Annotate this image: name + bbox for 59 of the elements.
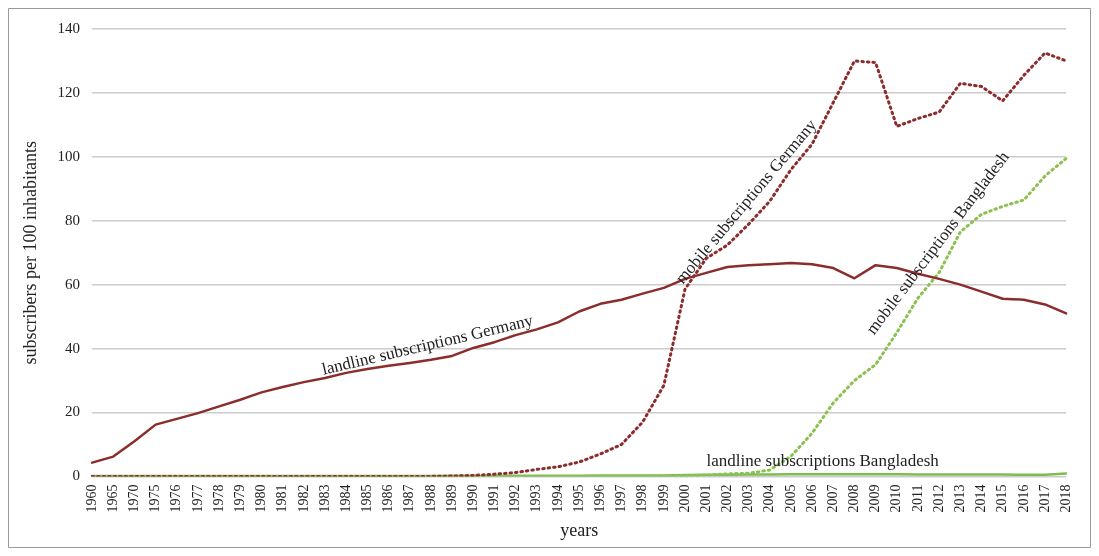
x-tick-label: 1988 <box>422 484 438 513</box>
x-tick-label: 2016 <box>1015 484 1031 513</box>
y-tick-label: 80 <box>65 211 81 228</box>
x-tick-label: 2011 <box>909 484 925 512</box>
x-tick-label: 2000 <box>676 484 692 513</box>
x-tick-label: 1993 <box>528 484 544 513</box>
x-tick-label: 1979 <box>232 484 247 513</box>
x-tick-label: 1997 <box>613 484 629 513</box>
x-tick-label: 2003 <box>740 484 756 513</box>
x-tick-label: 1998 <box>634 484 650 513</box>
y-tick-label: 20 <box>65 403 81 420</box>
x-tick-label: 2010 <box>888 484 904 513</box>
x-tick-label: 1987 <box>401 484 417 513</box>
x-tick-label: 2014 <box>973 484 989 513</box>
y-tick-label: 140 <box>57 19 81 36</box>
x-tick-label: 1980 <box>253 484 269 513</box>
x-tick-label: 2001 <box>697 484 713 513</box>
x-tick-label: 2012 <box>930 484 946 513</box>
x-tick-label: 1985 <box>359 484 375 513</box>
y-tick-label: 60 <box>65 275 81 292</box>
line-series <box>90 51 1068 477</box>
x-tick-label: 1975 <box>147 484 163 513</box>
x-tick-label: 2008 <box>846 484 862 513</box>
x-tick-label: 2002 <box>719 484 735 513</box>
x-tick-label: 1981 <box>274 484 290 513</box>
x-tick-label: 1996 <box>592 484 607 513</box>
x-tick-label: 2007 <box>824 484 840 513</box>
x-tick-label: 2013 <box>951 484 967 513</box>
y-tick-label: 120 <box>57 83 81 100</box>
x-tick-label: 1960 <box>83 484 99 513</box>
x-tick-label: 1982 <box>295 484 311 513</box>
y-tick-label: 100 <box>57 147 81 164</box>
x-tick-label: 2006 <box>803 484 819 513</box>
x-tick-label: 1986 <box>380 484 396 513</box>
x-tick-label: 2004 <box>761 484 777 513</box>
x-tick-label: 1991 <box>486 484 502 513</box>
x-tick-label: 2018 <box>1057 484 1073 513</box>
y-axis-title: subscribers per 100 inhabitants <box>19 140 40 365</box>
x-tick-label: 1995 <box>570 484 586 513</box>
x-tick-label: 1970 <box>126 484 142 513</box>
x-tick-label: 1994 <box>549 484 565 513</box>
x-tick-label: 1999 <box>655 484 671 513</box>
x-tick-label: 1992 <box>507 484 523 513</box>
x-tick-label: 1976 <box>168 484 184 513</box>
x-tick-label: 1984 <box>337 484 353 513</box>
x-tick-label: 1977 <box>189 484 205 513</box>
x-tick-label: 1978 <box>210 484 226 513</box>
y-tick-label: 0 <box>72 467 81 484</box>
x-tick-label: 2017 <box>1036 484 1052 513</box>
y-tick-label: 40 <box>65 339 81 356</box>
x-tick-label: 2009 <box>867 484 883 513</box>
x-tick-label: 2015 <box>994 484 1010 513</box>
x-tick-label: 1990 <box>464 484 480 513</box>
x-tick-label: 1965 <box>104 484 120 513</box>
x-axis-title: years <box>560 519 599 540</box>
text: landline subscriptions Germany <box>319 310 536 379</box>
x-tick-label: 1983 <box>316 484 332 513</box>
x-tick-label: 2005 <box>782 484 798 513</box>
x-tick-label: 1989 <box>443 484 459 513</box>
